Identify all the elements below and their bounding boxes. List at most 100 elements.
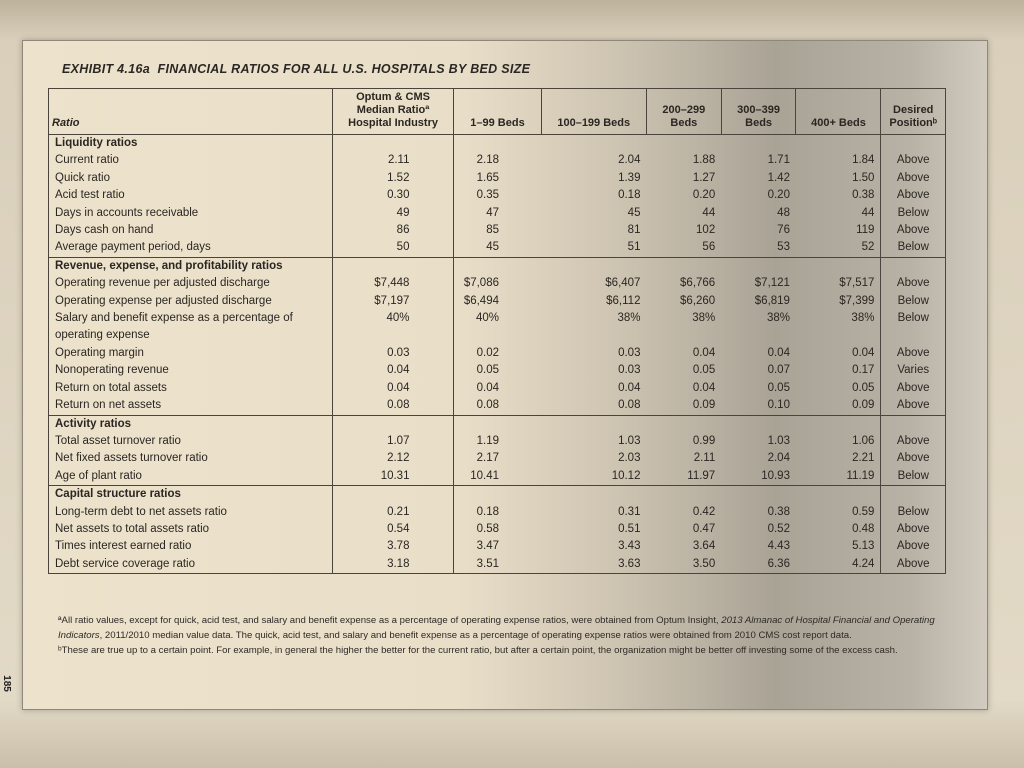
value-cell: 10.41: [453, 467, 541, 486]
value-cell: 50: [331, 239, 454, 258]
empty-cell: [796, 415, 881, 433]
ratio-label: Days in accounts receivable: [48, 204, 333, 223]
empty-cell: [453, 415, 541, 433]
exhibit-label: EXHIBIT 4.16a: [62, 62, 150, 76]
value-cell: 1.27: [692, 171, 716, 184]
value-cell: 1.84: [852, 154, 875, 167]
desired-position: Above: [880, 450, 946, 468]
value-cell: 0.47: [692, 522, 716, 535]
value-cell: 0.05: [692, 364, 716, 377]
value-cell: 4.24: [852, 557, 875, 570]
section-header-row: Activity ratios: [48, 415, 946, 433]
ratio-label: Total asset turnover ratio: [48, 432, 333, 451]
desired-position: Below: [880, 292, 946, 311]
value-cell: 38%: [766, 312, 790, 325]
value-cell: 1.52: [331, 169, 454, 188]
desired-position: Above: [880, 555, 946, 574]
empty-cell: [453, 485, 541, 504]
header-row: Ratio Optum & CMS Median Ratioª Hospital…: [48, 88, 946, 135]
exhibit-title: EXHIBIT 4.16a FINANCIAL RATIOS FOR ALL U…: [62, 62, 530, 76]
ratio-label: Net assets to total assets ratio: [48, 520, 333, 539]
value-cell: 0.51: [618, 522, 641, 535]
desired-position: Above: [880, 344, 946, 363]
col-optum: Optum & CMS Median Ratioª Hospital Indus…: [331, 88, 455, 135]
value-cell: 119: [856, 224, 875, 237]
value-cell: 3.63: [618, 557, 641, 570]
value-cell: 1.03: [767, 434, 790, 447]
value-cell: 2.04: [767, 452, 790, 465]
value-cell: $7,399: [839, 294, 875, 307]
ratio-label: Salary and benefit expense as a percenta…: [48, 310, 333, 345]
value-cell: 6.36: [767, 557, 790, 570]
value-cell: 0.05: [852, 381, 875, 394]
table-row: Net assets to total assets ratio 0.54 0.58…: [48, 520, 946, 539]
value-cell: $7,121: [754, 277, 790, 290]
ratio-label: Nonoperating revenue: [48, 362, 333, 380]
empty-cell: [796, 486, 881, 504]
value-cell: 2.21: [852, 452, 875, 465]
value-cell: 0.38: [852, 189, 875, 202]
section-3: Capital structure ratios Long-term debt t…: [48, 485, 946, 574]
section-1: Revenue, expense, and profitability rati…: [48, 257, 946, 415]
value-cell: 0.99: [692, 434, 716, 447]
desired-position: Below: [880, 310, 946, 345]
table-row: Operating margin 0.03 0.02 0.03 0.04 0.04 0.04…: [48, 344, 946, 363]
empty-cell: [796, 135, 881, 153]
desired-position: Below: [880, 204, 946, 223]
value-cell: 0.04: [692, 346, 716, 359]
ratio-label: Operating expense per adjusted discharge: [48, 292, 333, 311]
desired-position: Above: [880, 275, 946, 293]
value-cell: 51: [627, 241, 641, 254]
table-row: Return on total assets 0.04 0.04 0.04 0.04 0.…: [48, 379, 946, 398]
value-cell: 4.43: [767, 540, 790, 553]
value-cell: 1.39: [618, 171, 641, 184]
value-cell: 38%: [692, 312, 716, 325]
desired-position: Below: [880, 503, 946, 521]
value-cell: 0.08: [453, 397, 541, 415]
footnote-b: ᵇThese are true up to a certain point. F…: [58, 645, 898, 656]
ratio-label: Age of plant ratio: [48, 467, 333, 486]
desired-position: Below: [880, 467, 946, 486]
col-desired: Desired Positionᵇ: [880, 88, 946, 135]
value-cell: 11.97: [687, 469, 716, 482]
value-cell: 0.18: [453, 503, 541, 521]
value-cell: 2.11: [693, 452, 716, 465]
value-cell: 0.03: [331, 344, 454, 363]
empty-cell: [453, 134, 541, 153]
value-cell: 0.31: [618, 505, 641, 518]
value-cell: 40%: [331, 310, 454, 345]
value-cell: 0.09: [692, 399, 716, 412]
value-cell: $7,197: [331, 292, 454, 311]
financial-ratios-table: Ratio Optum & CMS Median Ratioª Hospital…: [48, 88, 946, 574]
table-row: Return on net assets 0.08 0.08 0.08 0.09 0.10…: [48, 397, 946, 415]
section-title: Activity ratios: [48, 415, 333, 433]
col-400-plus: 400+ Beds: [795, 88, 882, 135]
value-cell: 1.50: [852, 171, 875, 184]
value-cell: 86: [331, 222, 454, 240]
value-cell: 0.05: [453, 362, 541, 380]
value-cell: $6,260: [680, 294, 716, 307]
empty-cell: [331, 257, 454, 276]
desired-position: Above: [880, 520, 946, 539]
value-cell: 0.04: [852, 346, 875, 359]
table-row: Nonoperating revenue 0.04 0.05 0.03 0.05 0.07…: [48, 362, 946, 380]
empty-cell: [646, 135, 721, 153]
value-cell: 0.08: [618, 399, 641, 412]
table-row: Long-term debt to net assets ratio 0.21 0.…: [48, 503, 946, 521]
value-cell: 10.93: [761, 469, 790, 482]
col-100-199: 100–199 Beds: [540, 88, 647, 135]
ratio-label: Net fixed assets turnover ratio: [48, 450, 333, 468]
value-cell: 102: [696, 224, 716, 237]
value-cell: 3.47: [453, 538, 541, 556]
value-cell: 0.04: [331, 379, 454, 398]
value-cell: 0.18: [618, 189, 641, 202]
ratio-label: Return on net assets: [48, 397, 333, 415]
desired-position: Above: [880, 538, 946, 556]
table-row: Net fixed assets turnover ratio 2.12 2.17 2…: [48, 450, 946, 468]
empty-cell: [541, 415, 646, 433]
value-cell: 0.07: [767, 364, 790, 377]
ratio-label: Return on total assets: [48, 379, 333, 398]
section-2: Activity ratios Total asset turnover rati…: [48, 415, 946, 486]
value-cell: 49: [331, 204, 454, 223]
value-cell: 0.09: [852, 399, 875, 412]
